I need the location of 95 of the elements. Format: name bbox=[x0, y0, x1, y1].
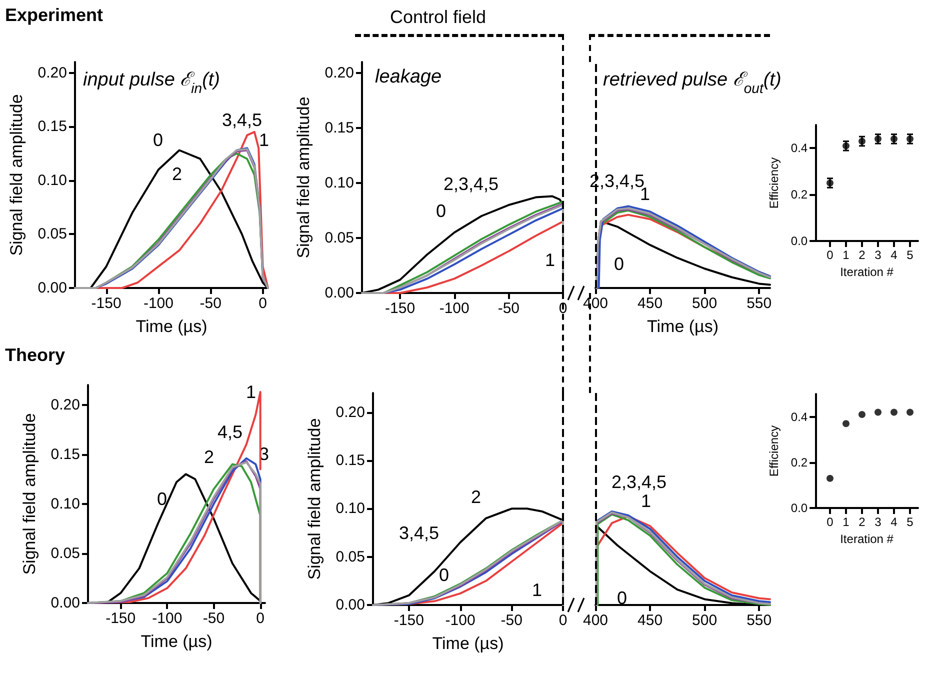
y-tick-label: 0.4 bbox=[790, 410, 808, 424]
annotation: 4,5 bbox=[217, 422, 243, 442]
text: Control field bbox=[390, 7, 486, 27]
annotation: 0 bbox=[152, 130, 164, 150]
y-tick-label: 0.05 bbox=[50, 544, 80, 562]
x-tick-label: -100 bbox=[439, 300, 470, 317]
x-tick-label: 5 bbox=[906, 515, 914, 529]
x-tick-label: -100 bbox=[143, 295, 174, 312]
x-axis-title: Time (µs) bbox=[432, 634, 504, 653]
x-tick-label: 450 bbox=[638, 612, 663, 629]
y-axis-title: Signal field amplitude bbox=[305, 418, 324, 580]
y-tick-label: 0.20 bbox=[38, 64, 67, 82]
y-tick-label: 0.10 bbox=[38, 172, 67, 189]
annotation: 0 bbox=[438, 565, 450, 585]
y-tick-label: 0.05 bbox=[324, 230, 354, 246]
y-tick-label: 0.4 bbox=[790, 141, 808, 156]
annotation: 1 bbox=[532, 580, 542, 600]
x-axis-title: Iteration # bbox=[840, 532, 894, 546]
y-tick-label: 0.10 bbox=[50, 495, 80, 512]
x-tick-label: 5 bbox=[906, 248, 914, 262]
annotation: 2 bbox=[470, 487, 482, 507]
chart-title: leakage bbox=[375, 66, 442, 88]
x-tick-label: 400 bbox=[583, 612, 608, 629]
annotation: 0 bbox=[616, 588, 628, 608]
y-tick-label: 0.00 bbox=[50, 594, 80, 612]
y-tick-label: 0.0 bbox=[790, 501, 808, 515]
x-tick-label: -150 bbox=[106, 610, 136, 627]
y-tick-label: 0.2 bbox=[790, 188, 808, 202]
y-axis-title: Efficiency bbox=[767, 157, 781, 209]
y-tick-label: 0.00 bbox=[336, 596, 365, 614]
x-tick-label: 0 bbox=[826, 248, 834, 262]
x-tick-label: 500 bbox=[692, 612, 718, 629]
x-tick-label: 550 bbox=[746, 612, 772, 629]
x-tick-label: 0 bbox=[256, 610, 265, 627]
annotation: 3,4,5 bbox=[398, 523, 440, 543]
y-tick-label: 0.10 bbox=[336, 500, 365, 518]
x-tick-label: -50 bbox=[498, 300, 520, 317]
y-tick-label: 0.15 bbox=[50, 446, 80, 463]
annotation: 1 bbox=[258, 130, 270, 150]
text: Theory bbox=[5, 345, 66, 365]
y-tick-label: 0.10 bbox=[324, 174, 354, 192]
x-tick-label: -50 bbox=[500, 612, 522, 629]
annotation: 2 bbox=[204, 447, 214, 467]
y-tick-label: 0.0 bbox=[790, 234, 808, 248]
y-tick-label: 0.20 bbox=[50, 396, 80, 414]
x-tick-label: -100 bbox=[152, 610, 182, 627]
x-axis-title: Time (µs) bbox=[647, 317, 719, 336]
y-tick-label: 0.20 bbox=[324, 64, 354, 82]
annotation: 0 bbox=[436, 201, 446, 221]
y-tick-label: 0.2 bbox=[790, 455, 808, 470]
x-tick-label: 500 bbox=[692, 295, 718, 312]
y-tick-label: 0.00 bbox=[324, 284, 354, 302]
x-tick-label: -100 bbox=[445, 612, 476, 629]
annotation: 2 bbox=[172, 164, 182, 184]
y-axis-title: Signal field amplitude bbox=[294, 96, 313, 258]
annotation: 0 bbox=[156, 489, 168, 509]
x-tick-label: 550 bbox=[746, 295, 772, 312]
x-tick-label: 0 bbox=[258, 295, 267, 312]
x-tick-label: -50 bbox=[202, 610, 225, 627]
x-tick-label: -150 bbox=[91, 295, 122, 312]
x-axis-title: Iteration # bbox=[840, 264, 894, 279]
x-tick-label: -150 bbox=[394, 612, 424, 629]
x-tick-label: 0 bbox=[826, 515, 834, 529]
x-tick-label: 400 bbox=[583, 295, 608, 312]
x-tick-label: 4 bbox=[890, 515, 898, 529]
y-tick-label: 0.20 bbox=[336, 404, 365, 421]
x-tick-label: -150 bbox=[385, 300, 416, 317]
x-tick-label: 0 bbox=[558, 612, 568, 629]
annotation: 1 bbox=[246, 382, 256, 402]
x-tick-label: 3 bbox=[874, 248, 882, 262]
y-tick-label: 0.05 bbox=[38, 226, 67, 243]
annotation: 3,4,5 bbox=[222, 110, 262, 130]
x-tick-label: 0 bbox=[558, 300, 568, 317]
y-axis-title: Signal field amplitude bbox=[20, 413, 39, 575]
annotation: 2,3,4,5 bbox=[443, 174, 499, 194]
y-tick-label: 0.15 bbox=[336, 452, 365, 469]
x-tick-label: 1 bbox=[842, 515, 850, 529]
x-tick-label: 450 bbox=[638, 295, 663, 312]
annotation: 2,3,4,5 bbox=[611, 472, 667, 492]
y-tick-label: 0.00 bbox=[38, 280, 67, 296]
y-tick-label: 0.15 bbox=[38, 118, 67, 136]
y-tick-label: 0.15 bbox=[324, 120, 354, 136]
x-axis-title: Time (µs) bbox=[136, 317, 208, 336]
x-tick-label: 2 bbox=[858, 515, 866, 529]
y-axis-title: Signal field amplitude bbox=[7, 94, 26, 256]
x-tick-label: -50 bbox=[200, 295, 222, 312]
x-tick-label: 1 bbox=[842, 248, 850, 262]
x-tick-label: 3 bbox=[874, 515, 882, 529]
x-axis-title: Time (µs) bbox=[140, 632, 212, 651]
x-tick-label: 4 bbox=[890, 248, 898, 262]
x-tick-label: 2 bbox=[858, 248, 866, 262]
y-axis-title: Efficiency bbox=[767, 425, 781, 477]
y-tick-label: 0.05 bbox=[336, 548, 365, 566]
text: Experiment bbox=[5, 5, 104, 25]
annotation: 1 bbox=[640, 491, 652, 511]
